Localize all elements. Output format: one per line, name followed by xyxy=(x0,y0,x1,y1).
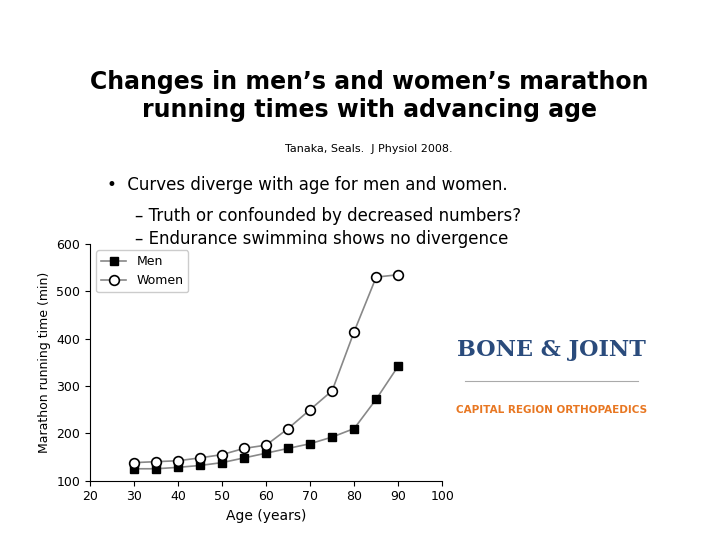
Men xyxy=(152,465,161,472)
Text: Changes in men’s and women’s marathon
running times with advancing age: Changes in men’s and women’s marathon ru… xyxy=(90,70,648,122)
Women xyxy=(350,328,359,335)
Men xyxy=(240,455,248,461)
Men xyxy=(306,441,315,447)
Legend: Men, Women: Men, Women xyxy=(96,250,188,293)
Text: – Truth or confounded by decreased numbers?: – Truth or confounded by decreased numbe… xyxy=(135,207,521,225)
Women xyxy=(174,457,182,464)
Text: CAPITAL REGION ORTHOPAEDICS: CAPITAL REGION ORTHOPAEDICS xyxy=(456,404,647,415)
Women xyxy=(328,387,336,394)
Women xyxy=(262,442,271,448)
Text: – Endurance swimming shows no divergence: – Endurance swimming shows no divergence xyxy=(135,231,508,248)
Men xyxy=(174,464,182,470)
Text: Tanaka, Seals.  J Physiol 2008.: Tanaka, Seals. J Physiol 2008. xyxy=(285,144,453,154)
Women xyxy=(152,458,161,465)
Line: Men: Men xyxy=(130,362,402,473)
Women xyxy=(217,451,226,458)
Women xyxy=(306,407,315,413)
Y-axis label: Marathon running time (min): Marathon running time (min) xyxy=(37,272,50,453)
Women xyxy=(284,426,292,432)
Men xyxy=(350,426,359,432)
X-axis label: Age (years): Age (years) xyxy=(226,509,306,523)
Text: BONE & JOINT: BONE & JOINT xyxy=(457,340,647,361)
Men xyxy=(196,462,204,469)
Women xyxy=(130,460,138,466)
Men xyxy=(130,465,138,472)
Women xyxy=(240,445,248,451)
Line: Women: Women xyxy=(129,270,403,468)
Men xyxy=(217,460,226,466)
Men xyxy=(262,450,271,456)
Men xyxy=(394,363,402,369)
Men xyxy=(284,445,292,451)
Women xyxy=(196,455,204,461)
Women xyxy=(372,274,381,280)
Men xyxy=(328,434,336,440)
Women xyxy=(394,272,402,278)
Men xyxy=(372,396,381,402)
Text: •  Curves diverge with age for men and women.: • Curves diverge with age for men and wo… xyxy=(107,177,508,194)
